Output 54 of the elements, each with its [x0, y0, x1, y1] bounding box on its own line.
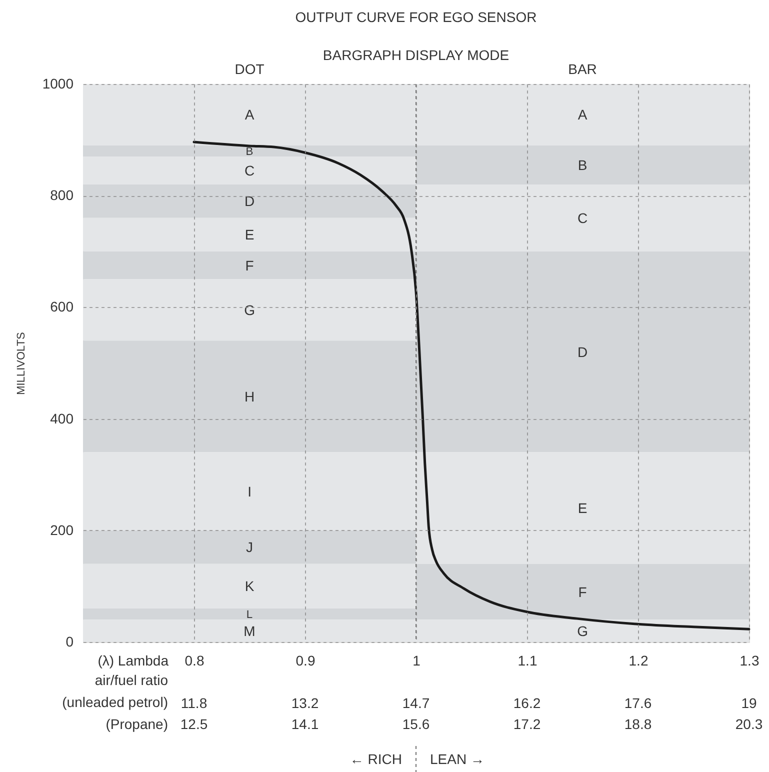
y-tick-label: 200 — [50, 522, 74, 538]
band-label: B — [246, 146, 254, 158]
text: 20.3 — [735, 716, 763, 732]
band-label: M — [244, 622, 256, 639]
band-label: A — [244, 106, 255, 123]
x2-tick-label: 19 — [741, 695, 757, 711]
x-tick-label: 1.3 — [740, 652, 760, 668]
x-tick-label: 1 — [412, 652, 421, 668]
chart-subtitle: BARGRAPH DISPLAY MODE — [322, 47, 510, 63]
text: ← RICH — [350, 751, 402, 767]
band-label: C — [244, 162, 255, 178]
x2-tick-label: 17.6 — [624, 695, 652, 711]
band-label: L — [246, 609, 253, 622]
band-label: E — [578, 500, 588, 516]
x2-tick-label: 13.2 — [291, 695, 319, 711]
chart-title: OUTPUT CURVE FOR EGO SENSOR — [295, 9, 537, 25]
y-tick-label: 800 — [50, 187, 74, 204]
x2-tick-label: 14.7 — [402, 695, 430, 711]
y-tick-label: 600 — [50, 298, 74, 315]
band-label: G — [244, 302, 255, 318]
band-label: C — [577, 210, 588, 226]
band-label: I — [248, 483, 252, 500]
text: (Propane) — [106, 716, 168, 732]
x-tick-label: 0.8 — [184, 652, 204, 668]
band-label: D — [577, 344, 588, 360]
y-tick-label: 0 — [66, 634, 74, 650]
band-label: D — [244, 193, 255, 210]
x2-tick-label: 11.8 — [180, 695, 208, 711]
band-label: H — [244, 388, 255, 404]
band-label: F — [245, 257, 254, 274]
text: BAR — [568, 61, 597, 77]
band-label: G — [577, 622, 588, 639]
x-axis-title: (λ) Lambda — [98, 652, 169, 668]
text: DOT — [234, 61, 265, 77]
y-axis-title: MILLIVOLTS — [15, 332, 28, 395]
x-tick-label: 1.1 — [518, 652, 538, 668]
x-tick-label: 1.2 — [628, 652, 648, 668]
text: 12.5 — [180, 716, 208, 732]
text: 17.2 — [513, 716, 541, 732]
band-label: B — [578, 156, 588, 173]
band-label: F — [578, 584, 587, 600]
y-tick-label: 400 — [50, 410, 74, 426]
x2-tick-label: 16.2 — [513, 695, 541, 711]
text: 14.1 — [291, 716, 319, 732]
x-tick-label: 0.9 — [296, 652, 316, 668]
band-label: E — [244, 226, 254, 243]
band-label: A — [578, 106, 588, 123]
band-label: K — [244, 578, 255, 594]
y-tick-label: 1000 — [42, 76, 74, 92]
text: 18.8 — [624, 716, 652, 732]
x2-axis-title: air/fuel ratio (unleaded petrol) — [62, 672, 168, 710]
text: 15.6 — [402, 716, 430, 732]
band-label: J — [246, 539, 253, 556]
text: LEAN → — [430, 751, 484, 767]
